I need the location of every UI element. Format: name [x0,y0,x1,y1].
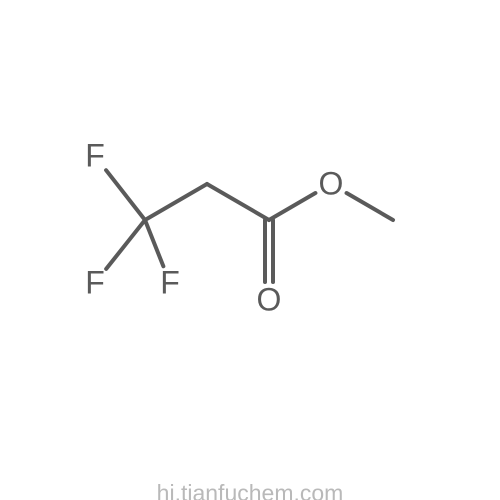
atom-label-f: F [85,265,105,302]
bond-layer [0,0,500,500]
structure-canvas: F F F O O hi.tianfuchem.com [0,0,500,500]
watermark-text: hi.tianfuchem.com [157,480,344,500]
bond-line [106,170,145,220]
bond-line [145,220,163,266]
atom-label-f: F [85,138,105,175]
bond-line [106,220,145,269]
atom-label-f: F [160,265,180,302]
atom-label-o: O [319,166,344,203]
bond-line [207,184,269,220]
bond-line [347,193,393,220]
bond-line [145,184,207,220]
bond-line [269,193,315,220]
atom-label-o: O [257,282,282,319]
